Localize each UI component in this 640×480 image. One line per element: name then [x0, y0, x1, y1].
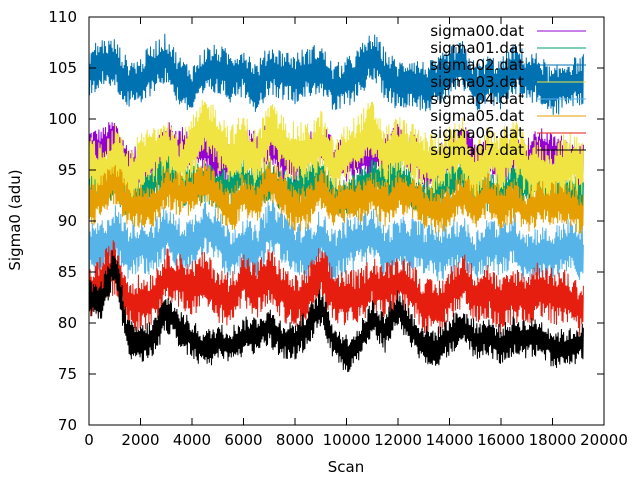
series-line-sigma05	[88, 157, 584, 234]
y-tick-label: 105	[48, 59, 77, 77]
ticks-layer: 0 2000 4000 6000 8000 10000 12000 14000 16000 180…	[48, 8, 628, 449]
legend: sigma00.datsigma01.datsigma02.datsigma03…	[430, 22, 586, 159]
y-tick-label: 70	[58, 416, 77, 434]
x-tick-label: 0	[84, 431, 94, 449]
x-axis-label: Scan	[328, 458, 364, 476]
x-tick-label: 12000	[374, 431, 422, 449]
x-tick-label: 2000	[121, 431, 159, 449]
y-tick-label: 75	[58, 365, 77, 383]
x-tick-label: 18000	[529, 431, 577, 449]
x-tick-label: 20000	[580, 431, 628, 449]
legend-label: sigma07.dat	[430, 141, 524, 159]
x-tick-label: 10000	[323, 431, 371, 449]
legend-label: sigma00.dat	[430, 22, 524, 40]
series-line-sigma06	[88, 240, 584, 336]
x-tick-label: 8000	[276, 431, 314, 449]
series-line-sigma07	[88, 250, 584, 373]
legend-label: sigma02.dat	[430, 56, 524, 74]
legend-label: sigma06.dat	[430, 124, 524, 142]
y-tick-label: 100	[48, 110, 77, 128]
legend-label: sigma04.dat	[430, 90, 524, 108]
x-tick-label: 14000	[426, 431, 474, 449]
legend-label: sigma01.dat	[430, 39, 524, 57]
y-axis-label: Sigma0 (adu)	[6, 169, 24, 270]
y-tick-label: 110	[48, 8, 77, 26]
y-tick-label: 90	[58, 212, 77, 230]
series-line-sigma03	[88, 99, 584, 211]
legend-label: sigma03.dat	[430, 73, 524, 91]
legend-label: sigma05.dat	[430, 107, 524, 125]
series-line-sigma02	[88, 33, 584, 115]
x-tick-label: 16000	[477, 431, 525, 449]
x-tick-label: 6000	[224, 431, 262, 449]
y-tick-label: 95	[58, 161, 77, 179]
y-tick-label: 80	[58, 314, 77, 332]
y-tick-label: 85	[58, 263, 77, 281]
x-tick-label: 4000	[173, 431, 211, 449]
series-layer	[88, 33, 584, 373]
